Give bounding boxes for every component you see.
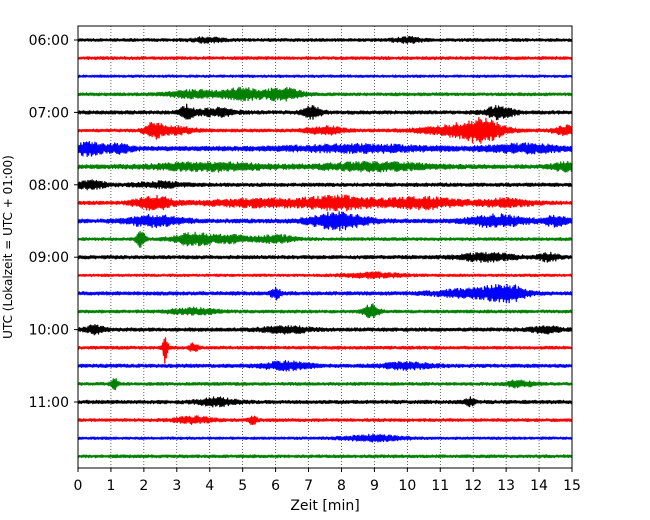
trace-0600 <box>77 35 573 44</box>
x-tick-label: 4 <box>205 478 214 494</box>
y-tick-label: 06:00 <box>29 33 69 49</box>
y-axis-ticks: 06:00 07:00 08:00 09:00 10:00 11:00 <box>29 33 78 411</box>
x-tick-label: 0 <box>74 478 83 494</box>
trace-0615 <box>77 56 573 61</box>
x-tick-label: 8 <box>337 478 346 494</box>
x-axis-label: Zeit [min] <box>290 498 359 514</box>
x-axis-ticks: 0 1 2 3 4 5 6 7 8 9 10 11 12 13 14 15 <box>74 468 581 494</box>
x-tick-label: 1 <box>106 478 115 494</box>
trace-0845 <box>77 230 573 248</box>
trace-0830 <box>77 211 573 232</box>
trace-1100 <box>77 396 573 408</box>
trace-0630 <box>77 74 573 78</box>
trace-0745 <box>77 160 573 173</box>
x-tick-label: 14 <box>530 478 548 494</box>
trace-0915 <box>77 271 573 280</box>
x-tick-label: 10 <box>398 478 416 494</box>
trace-0700 <box>77 103 573 121</box>
y-tick-label: 07:00 <box>29 105 69 121</box>
x-tick-label: 9 <box>370 478 379 494</box>
trace-0900 <box>77 251 573 263</box>
y-tick-label: 09:00 <box>29 250 69 266</box>
trace-1015 <box>77 337 573 364</box>
y-tick-label: 10:00 <box>29 323 69 339</box>
trace-0645 <box>77 86 573 102</box>
trace-1145 <box>77 454 573 459</box>
trace-1000 <box>77 323 573 336</box>
x-tick-label: 2 <box>139 478 148 494</box>
x-tick-label: 15 <box>563 478 581 494</box>
x-tick-label: 6 <box>271 478 280 494</box>
trace-1130 <box>77 433 573 443</box>
y-tick-label: 08:00 <box>29 178 69 194</box>
x-tick-label: 12 <box>464 478 482 494</box>
x-tick-label: 13 <box>497 478 515 494</box>
trace-1030 <box>77 359 573 372</box>
trace-0930 <box>77 283 573 304</box>
trace-0715 <box>77 116 573 144</box>
trace-0815 <box>77 194 573 212</box>
trace-0730 <box>77 140 573 158</box>
trace-0945 <box>77 303 573 319</box>
trace-1115 <box>77 415 573 426</box>
plot-frame <box>77 25 573 469</box>
x-tick-label: 3 <box>172 478 181 494</box>
x-tick-label: 7 <box>304 478 313 494</box>
trace-0800 <box>77 179 573 191</box>
x-tick-label: 11 <box>431 478 449 494</box>
trace-1045 <box>77 378 573 391</box>
y-axis-label: UTC (Lokalzeit = UTC + 01:00) <box>1 155 15 339</box>
traces <box>77 35 573 459</box>
y-tick-label: 11:00 <box>29 395 69 411</box>
x-tick-label: 5 <box>238 478 247 494</box>
